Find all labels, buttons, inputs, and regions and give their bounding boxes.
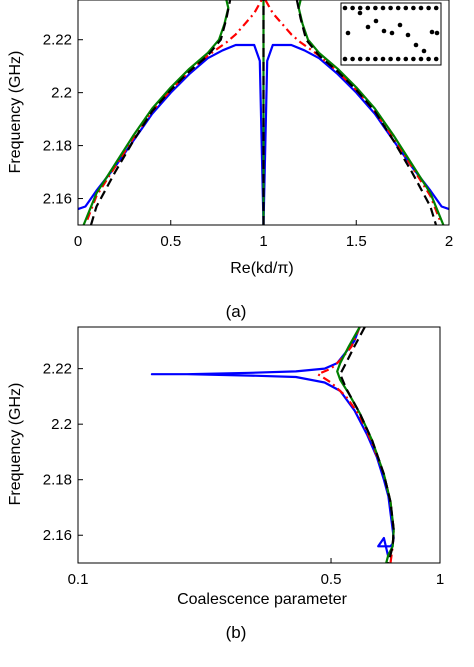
inset-dot-mid-5 xyxy=(389,30,395,36)
inset-dot-top-6 xyxy=(388,5,393,11)
inset-dot-bottom-2 xyxy=(357,56,363,62)
inset-dot-top-8 xyxy=(403,5,409,11)
chart0-series-2-line xyxy=(86,0,263,221)
inset-dot-bottom-6 xyxy=(388,56,393,62)
chart0-xtick-label-2: 1 xyxy=(259,233,267,250)
chart0-series-1-line xyxy=(262,43,449,225)
inset-dot-mid-2 xyxy=(365,24,371,30)
lattice-inset xyxy=(340,2,442,66)
panel-a-series-group xyxy=(78,0,449,225)
chart0-ytick-label-0: 2.16 xyxy=(43,191,72,208)
chart1-ytick-label-2: 2.2 xyxy=(51,416,72,433)
chart0-series-4-line xyxy=(82,0,230,225)
inset-dot-bottom-4 xyxy=(373,56,378,62)
chart1-ytick-label-3: 2.22 xyxy=(43,361,72,378)
inset-dot-top-9 xyxy=(411,5,416,11)
inset-dot-top-11 xyxy=(426,5,431,11)
inset-dot-bottom-0 xyxy=(342,56,348,62)
inset-dot-mid-8 xyxy=(413,42,419,48)
inset-dot-bottom-5 xyxy=(380,56,386,62)
inset-dot-bottom-10 xyxy=(418,56,424,62)
chart1-series-3-line xyxy=(339,327,395,563)
panel-b-chart: 0.1 0.5 1 2.16 2.18 2.2 2.22 Coalescence param… xyxy=(7,326,444,642)
inset-dot-bottom-9 xyxy=(411,56,416,62)
inset-dot-mid-1 xyxy=(357,10,363,16)
chart0-xtick-label-3: 1.5 xyxy=(346,233,367,250)
inset-dot-bottom-7 xyxy=(395,56,401,62)
inset-dot-top-10 xyxy=(418,5,424,11)
inset-dot-mid-7 xyxy=(405,32,411,38)
inset-dot-top-5 xyxy=(380,5,386,11)
chart0-xtick-label-0: 0 xyxy=(74,233,82,250)
inset-dot-bottom-11 xyxy=(426,56,431,62)
inset-dot-bottom-3 xyxy=(365,56,371,62)
inset-dot-top-7 xyxy=(395,5,401,11)
inset-dot-top-3 xyxy=(365,5,371,11)
chart1-xtick-label-1: 0.5 xyxy=(321,571,342,588)
inset-dot-top-4 xyxy=(373,5,378,11)
chart1-ytick-label-0: 2.16 xyxy=(43,527,72,544)
inset-dot-top-2 xyxy=(357,5,363,11)
chart0-xtick-label-4: 2 xyxy=(445,233,453,250)
inset-dot-mid-0 xyxy=(345,30,351,36)
chart0-ytick-label-1: 2.18 xyxy=(43,138,72,155)
panel-a-ylabel: Frequency (GHz) xyxy=(7,51,24,174)
inset-dot-mid-10 xyxy=(429,29,435,35)
panel-b-series-group xyxy=(150,327,395,563)
inset-dot-bottom-1 xyxy=(350,56,355,62)
panel-b-ticks: 0.1 0.5 1 2.16 2.18 2.2 2.22 xyxy=(43,361,444,588)
chart0-series-0-line xyxy=(78,43,265,225)
panel-b-label: (b) xyxy=(226,623,247,642)
chart1-series-1-line xyxy=(316,327,395,563)
inset-dot-bottom-8 xyxy=(403,56,409,62)
chart0-ytick-label-2: 2.2 xyxy=(51,85,72,102)
inset-dot-top-1 xyxy=(350,5,355,11)
chart0-xtick-label-1: 0.5 xyxy=(160,233,181,250)
panel-b-xlabel: Coalescence parameter xyxy=(177,591,348,608)
panel-a-xlabel: Re(kd/π) xyxy=(230,260,294,277)
panel-b-ylabel: Frequency (GHz) xyxy=(7,383,24,506)
panel-a-label: (a) xyxy=(226,302,247,321)
panel-a-chart: 0 0.5 1 1.5 2 2.16 2.18 2.2 2.22 Re(kd/π) Freque… xyxy=(7,0,453,321)
inset-dots xyxy=(342,5,440,62)
chart0-ytick-label-3: 2.22 xyxy=(43,32,72,49)
inset-dot-mid-3 xyxy=(373,18,379,24)
inset-dot-mid-4 xyxy=(381,28,387,34)
panel-b-axes-box xyxy=(77,326,441,564)
chart1-xtick-label-2: 1 xyxy=(436,571,444,588)
inset-dot-mid-11 xyxy=(434,30,440,36)
inset-dot-top-0 xyxy=(342,5,348,11)
inset-dot-top-12 xyxy=(433,5,439,11)
chart0-series-6-line xyxy=(89,0,232,225)
inset-dot-mid-9 xyxy=(421,48,427,54)
chart0-series-7-line xyxy=(295,0,438,225)
inset-dot-mid-6 xyxy=(397,22,403,28)
chart1-series-0-line xyxy=(150,327,395,558)
inset-dot-bottom-12 xyxy=(433,56,439,62)
panel-a-ticks: 0 0.5 1 1.5 2 2.16 2.18 2.2 2.22 xyxy=(43,32,453,250)
chart1-series-2-line xyxy=(336,327,395,563)
chart1-xtick-label-0: 0.1 xyxy=(68,571,89,588)
chart1-ytick-label-1: 2.18 xyxy=(43,472,72,489)
